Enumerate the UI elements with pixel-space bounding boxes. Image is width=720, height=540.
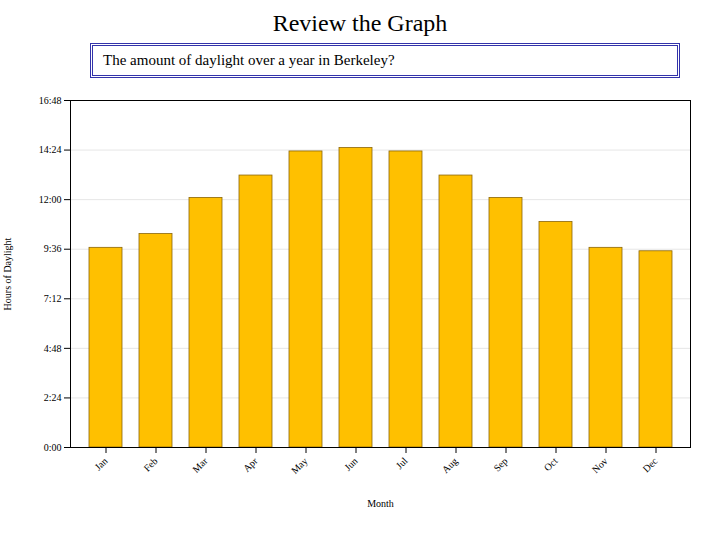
svg-text:Feb: Feb xyxy=(141,455,159,473)
svg-text:Jan: Jan xyxy=(92,455,109,472)
svg-text:Month: Month xyxy=(367,498,394,509)
html-text:The amount of daylight over a: The amount of daylight over a year in Be… xyxy=(103,52,395,68)
svg-text:Jul: Jul xyxy=(394,455,410,471)
svg-text:9:36: 9:36 xyxy=(44,243,62,254)
svg-text:16:48: 16:48 xyxy=(39,95,62,106)
svg-text:4:48: 4:48 xyxy=(44,343,62,354)
svg-text:Sep: Sep xyxy=(491,455,509,473)
svg-text:12:00: 12:00 xyxy=(39,194,62,205)
svg-text:Jun: Jun xyxy=(342,455,360,473)
svg-text:May: May xyxy=(289,455,310,476)
svg-text:Dec: Dec xyxy=(641,455,661,475)
svg-text:Aug: Aug xyxy=(440,455,460,475)
svg-text:Apr: Apr xyxy=(241,455,260,474)
svg-text:Oct: Oct xyxy=(542,455,560,473)
html-text:Review the Graph: Review the Graph xyxy=(272,10,448,36)
svg-text:2:24: 2:24 xyxy=(44,392,62,403)
svg-text:14:24: 14:24 xyxy=(39,144,62,155)
svg-text:Nov: Nov xyxy=(590,455,610,475)
svg-text:Mar: Mar xyxy=(190,455,210,475)
svg-text:7:12: 7:12 xyxy=(44,293,62,304)
svg-text:Hours of Daylight: Hours of Daylight xyxy=(2,237,13,310)
svg-text:0:00: 0:00 xyxy=(44,442,62,453)
